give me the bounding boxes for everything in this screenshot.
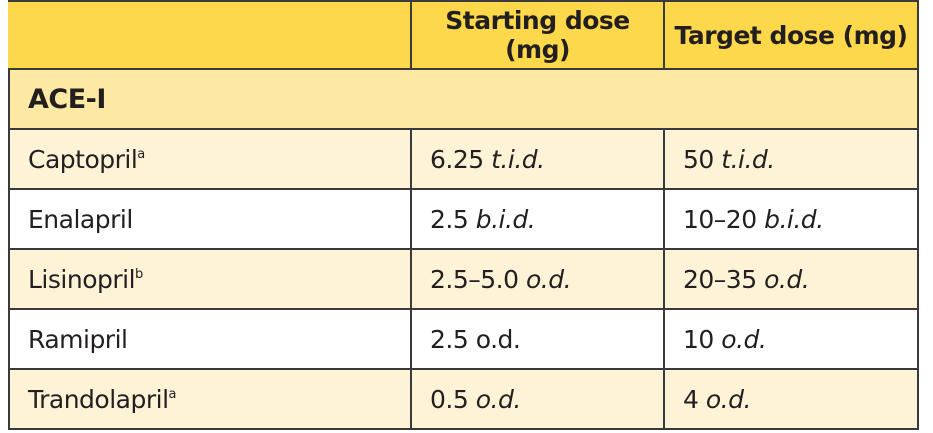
table-body: Starting dose (mg) Target dose (mg) ACE-… [8, 0, 919, 430]
dose-amount: 10–20 [683, 204, 757, 234]
dose-frequency: o.d. [475, 324, 521, 354]
section-cell: ACE-I [8, 68, 919, 130]
dose-amount: 4 [683, 384, 699, 414]
start-dose-cell: 0.5 o.d. [410, 368, 665, 430]
dose-amount: 50 [683, 144, 714, 174]
drug-name: Enalapril [28, 204, 133, 234]
drug-cell: Enalapril [8, 188, 412, 250]
drug-name: Captopril [28, 144, 138, 174]
dose-amount: 20–35 [683, 264, 757, 294]
dose-amount: 2.5–5.0 [430, 264, 519, 294]
target-dose-cell: 50 t.i.d. [663, 128, 919, 190]
drug-name: Ramipril [28, 324, 128, 354]
dose-frequency: o.d. [721, 324, 767, 354]
header-cell: Target dose (mg) [663, 0, 919, 70]
dose-frequency: t.i.d. [721, 144, 775, 174]
dose-amount: 6.25 [430, 144, 484, 174]
dose-amount: 2.5 [430, 204, 469, 234]
footnote-mark: b [135, 266, 143, 282]
start-dose-cell: 2.5–5.0 o.d. [410, 248, 665, 310]
dose-amount: 10 [683, 324, 714, 354]
footnote-mark: a [168, 386, 177, 402]
drug-cell: Trandolaprila [8, 368, 412, 430]
dose-amount: 2.5 [430, 324, 469, 354]
dose-frequency: b.i.d. [475, 204, 536, 234]
dose-frequency: o.d. [764, 264, 810, 294]
drug-name: Lisinopril [28, 264, 136, 294]
table-row: Captoprila 6.25 t.i.d. 50 t.i.d. [8, 128, 919, 190]
drug-cell: Lisinoprilb [8, 248, 412, 310]
target-dose-cell: 20–35 o.d. [663, 248, 919, 310]
target-dose-cell: 4 o.d. [663, 368, 919, 430]
header-row: Starting dose (mg) Target dose (mg) [8, 0, 919, 70]
target-dose-cell: 10 o.d. [663, 308, 919, 370]
dose-table: Starting dose (mg) Target dose (mg) ACE-… [8, 0, 919, 430]
dose-frequency: b.i.d. [764, 204, 824, 234]
start-dose-cell: 6.25 t.i.d. [410, 128, 665, 190]
dose-frequency: o.d. [525, 264, 572, 294]
drug-name: Trandolapril [28, 384, 169, 414]
drug-cell: Ramipril [8, 308, 412, 370]
dose-amount: 0.5 [430, 384, 469, 414]
start-dose-cell: 2.5 o.d. [410, 308, 665, 370]
target-dose-cell: 10–20 b.i.d. [663, 188, 919, 250]
dose-frequency: t.i.d. [491, 144, 545, 174]
table-row: Enalapril 2.5 b.i.d. 10–20 b.i.d. [8, 188, 919, 250]
table-row: Trandolaprila 0.5 o.d. 4 o.d. [8, 368, 919, 430]
dose-frequency: o.d. [705, 384, 752, 414]
footnote-mark: a [137, 146, 145, 162]
section-row: ACE-I [8, 68, 919, 130]
table-row: Ramipril 2.5 o.d. 10 o.d. [8, 308, 919, 370]
header-cell: Starting dose (mg) [410, 0, 665, 70]
dose-frequency: o.d. [475, 384, 522, 414]
drug-cell: Captoprila [8, 128, 412, 190]
table-row: Lisinoprilb 2.5–5.0 o.d. 20–35 o.d. [8, 248, 919, 310]
start-dose-cell: 2.5 b.i.d. [410, 188, 665, 250]
header-cell [8, 0, 412, 70]
